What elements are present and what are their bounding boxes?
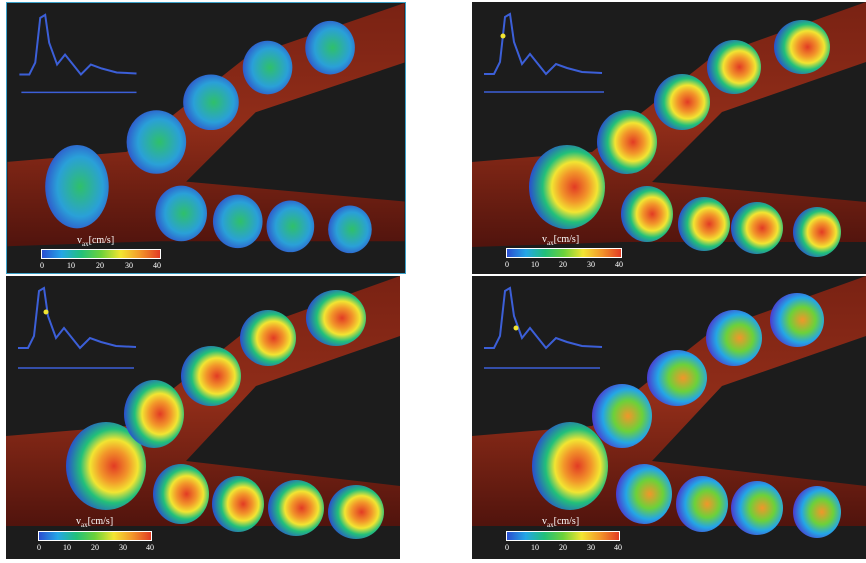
velocity-disc bbox=[678, 197, 730, 251]
panel-bottom-left: vax[cm/s] 0 10 20 30 40 bbox=[6, 276, 400, 559]
colorbar-tick: 20 bbox=[559, 260, 567, 269]
colorbar-tick: 40 bbox=[615, 260, 623, 269]
velocity-disc bbox=[212, 194, 263, 249]
velocity-disc bbox=[45, 144, 109, 229]
colorbar-label: vax[cm/s] bbox=[76, 516, 114, 529]
velocity-disc bbox=[774, 20, 830, 74]
colorbar-tick: 40 bbox=[146, 543, 154, 552]
colorbar-label: vax[cm/s] bbox=[77, 235, 115, 248]
colorbar bbox=[38, 531, 152, 541]
velocity-disc bbox=[654, 74, 710, 130]
velocity-disc bbox=[592, 384, 652, 448]
colorbar bbox=[41, 249, 161, 259]
velocity-disc bbox=[793, 207, 841, 257]
velocity-disc bbox=[707, 40, 761, 94]
velocity-disc bbox=[240, 310, 296, 366]
velocity-disc bbox=[770, 293, 824, 347]
colorbar bbox=[506, 531, 620, 541]
colorbar-tick: 20 bbox=[559, 543, 567, 552]
colorbar-tick: 10 bbox=[531, 543, 539, 552]
colorbar-tick: 10 bbox=[531, 260, 539, 269]
velocity-disc bbox=[266, 200, 315, 253]
colorbar-tick: 40 bbox=[614, 543, 622, 552]
flow-waveform bbox=[484, 12, 603, 76]
velocity-disc bbox=[306, 290, 366, 346]
colorbar bbox=[506, 248, 622, 258]
colorbar-tick: 0 bbox=[505, 260, 509, 269]
colorbar-tick: 40 bbox=[153, 261, 161, 270]
colorbar-tick: 30 bbox=[587, 543, 595, 552]
velocity-disc bbox=[328, 485, 384, 539]
velocity-disc bbox=[212, 476, 264, 532]
velocity-disc bbox=[181, 346, 241, 406]
colorbar-tick: 0 bbox=[37, 543, 41, 552]
velocity-disc bbox=[647, 350, 707, 406]
velocity-disc bbox=[124, 380, 184, 448]
velocity-disc bbox=[676, 476, 728, 532]
flow-waveform bbox=[484, 286, 603, 350]
velocity-disc bbox=[66, 422, 146, 510]
vessel-scene bbox=[472, 276, 866, 538]
velocity-disc bbox=[616, 464, 672, 524]
colorbar-tick: 30 bbox=[125, 261, 133, 270]
flow-waveform bbox=[19, 13, 137, 76]
colorbar-tick: 0 bbox=[40, 261, 44, 270]
velocity-disc bbox=[155, 185, 207, 242]
velocity-disc bbox=[305, 20, 355, 75]
vessel-scene bbox=[6, 276, 400, 539]
colorbar-tick: 30 bbox=[587, 260, 595, 269]
velocity-disc bbox=[731, 202, 783, 254]
phase-marker bbox=[500, 33, 506, 39]
phase-marker bbox=[513, 325, 519, 331]
velocity-disc bbox=[597, 110, 657, 174]
phase-marker bbox=[43, 309, 49, 315]
colorbar-tick: 10 bbox=[67, 261, 75, 270]
velocity-disc bbox=[706, 310, 762, 366]
velocity-disc bbox=[183, 74, 239, 131]
vessel-scene bbox=[472, 2, 866, 257]
panel-bottom-right: vax[cm/s] 0 10 20 30 40 bbox=[472, 276, 866, 559]
velocity-disc bbox=[153, 464, 209, 524]
velocity-disc bbox=[268, 480, 324, 536]
velocity-disc bbox=[242, 40, 293, 95]
colorbar-label: vax[cm/s] bbox=[542, 234, 580, 247]
panel-top-left: vax[cm/s] 0 10 20 30 40 bbox=[6, 2, 406, 274]
vessel-scene bbox=[7, 3, 405, 254]
panel-top-right: vax[cm/s] 0 10 20 30 40 bbox=[472, 2, 866, 274]
colorbar-tick: 20 bbox=[91, 543, 99, 552]
colorbar-tick: 10 bbox=[63, 543, 71, 552]
velocity-disc bbox=[126, 110, 187, 174]
colorbar-tick: 20 bbox=[96, 261, 104, 270]
velocity-disc bbox=[621, 186, 673, 242]
colorbar-tick: 30 bbox=[119, 543, 127, 552]
colorbar-tick: 0 bbox=[505, 543, 509, 552]
velocity-disc bbox=[731, 481, 783, 535]
velocity-disc bbox=[529, 145, 605, 229]
velocity-disc bbox=[328, 205, 372, 254]
colorbar-label: vax[cm/s] bbox=[542, 516, 580, 529]
velocity-disc bbox=[793, 486, 841, 538]
flow-waveform bbox=[18, 286, 137, 350]
velocity-disc bbox=[532, 422, 608, 510]
